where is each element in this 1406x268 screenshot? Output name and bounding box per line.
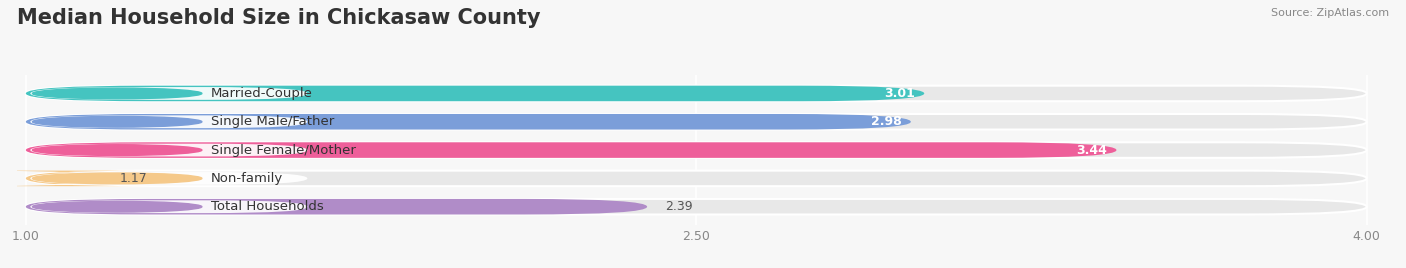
FancyBboxPatch shape — [31, 116, 308, 128]
Text: 3.44: 3.44 — [1077, 144, 1108, 157]
Circle shape — [32, 201, 202, 212]
Text: 2.98: 2.98 — [872, 115, 901, 128]
Text: Source: ZipAtlas.com: Source: ZipAtlas.com — [1271, 8, 1389, 18]
FancyBboxPatch shape — [25, 199, 1367, 214]
Text: 1.17: 1.17 — [120, 172, 148, 185]
FancyBboxPatch shape — [25, 86, 1367, 101]
FancyBboxPatch shape — [25, 114, 1367, 129]
Text: 3.01: 3.01 — [884, 87, 915, 100]
FancyBboxPatch shape — [31, 200, 308, 213]
Text: Single Male/Father: Single Male/Father — [211, 115, 335, 128]
FancyBboxPatch shape — [25, 171, 1367, 186]
FancyBboxPatch shape — [25, 86, 924, 101]
FancyBboxPatch shape — [31, 87, 308, 100]
Text: Married-Couple: Married-Couple — [211, 87, 312, 100]
Text: Total Households: Total Households — [211, 200, 323, 213]
FancyBboxPatch shape — [31, 144, 308, 157]
FancyBboxPatch shape — [25, 142, 1116, 158]
FancyBboxPatch shape — [0, 171, 149, 186]
Circle shape — [32, 145, 202, 155]
FancyBboxPatch shape — [25, 199, 647, 214]
FancyBboxPatch shape — [25, 142, 1367, 158]
Circle shape — [32, 88, 202, 99]
Text: Single Female/Mother: Single Female/Mother — [211, 144, 356, 157]
Text: 2.39: 2.39 — [665, 200, 693, 213]
FancyBboxPatch shape — [25, 114, 911, 129]
Text: Median Household Size in Chickasaw County: Median Household Size in Chickasaw Count… — [17, 8, 540, 28]
Circle shape — [32, 173, 202, 184]
FancyBboxPatch shape — [31, 172, 308, 185]
Circle shape — [32, 116, 202, 127]
Text: Non-family: Non-family — [211, 172, 283, 185]
